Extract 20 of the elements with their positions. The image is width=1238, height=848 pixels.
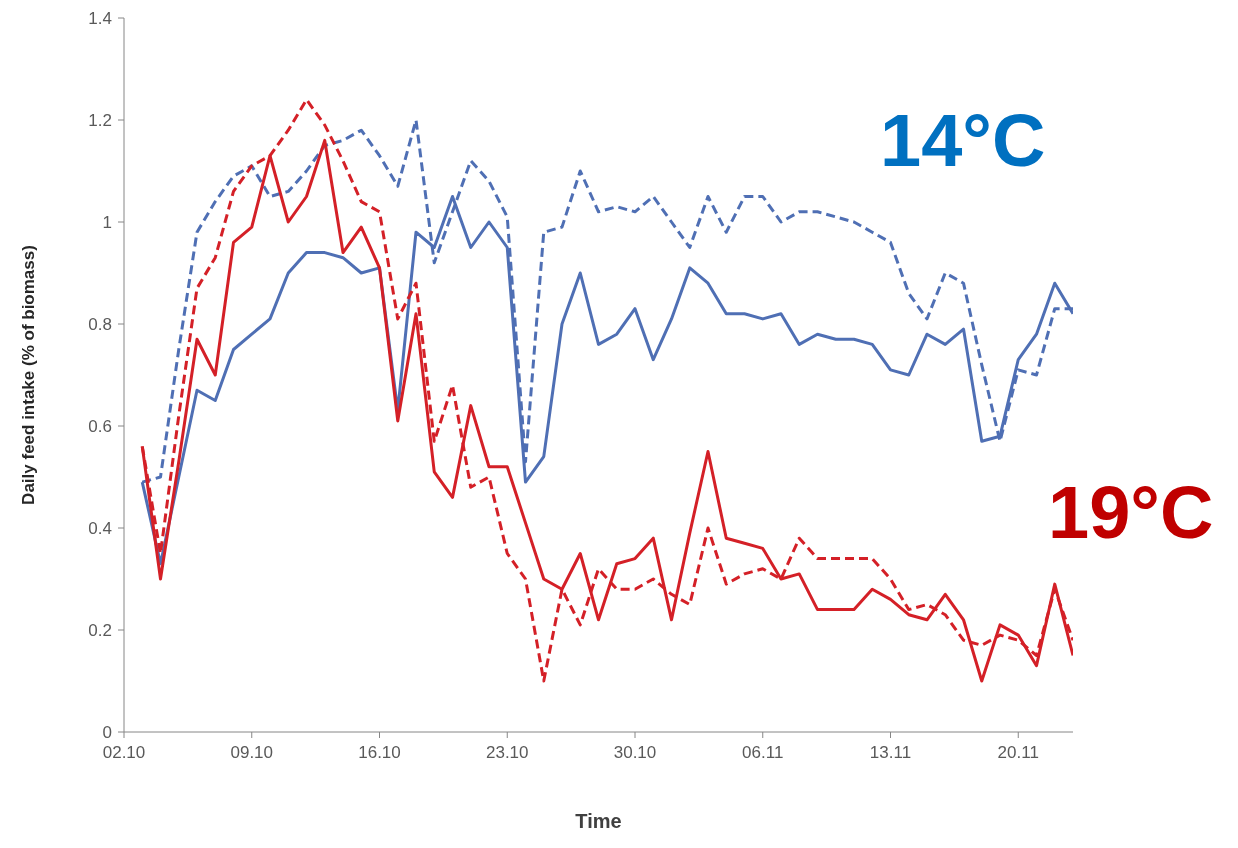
x-tick-label: 06.11 [742,743,784,763]
x-axis-title: Time [575,810,622,832]
x-tick-label: 20.11 [997,743,1039,763]
annotation: 19°C [1048,471,1214,554]
x-tick-label: 30.10 [613,743,657,763]
y-tick-label: 1.4 [88,9,112,29]
y-axis-title: Daily feed intake (% of biomass) [19,245,39,505]
x-tick-label: 23.10 [485,743,529,763]
y-tick-label: 0.2 [88,621,112,641]
x-tick-label: 13.11 [869,743,912,763]
y-tick-label: 0.6 [88,417,112,437]
y-tick-label: 0.8 [88,315,112,335]
x-tick-label: 09.10 [230,743,274,763]
y-tick-label: 1 [102,213,112,233]
y-tick-label: 0 [102,723,112,743]
annotation: 14°C [880,99,1046,182]
x-tick-label: 02.10 [102,743,146,763]
y-tick-label: 1.2 [88,111,112,131]
y-tick-label: 0.4 [88,519,112,539]
x-tick-label: 16.10 [358,743,401,763]
